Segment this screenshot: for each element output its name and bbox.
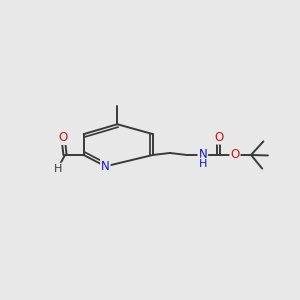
Text: N: N bbox=[198, 148, 207, 161]
Text: H: H bbox=[199, 159, 207, 169]
Text: H: H bbox=[53, 164, 62, 174]
Text: O: O bbox=[230, 148, 240, 161]
Text: O: O bbox=[58, 131, 68, 144]
Text: O: O bbox=[214, 130, 224, 144]
Text: N: N bbox=[101, 160, 110, 173]
